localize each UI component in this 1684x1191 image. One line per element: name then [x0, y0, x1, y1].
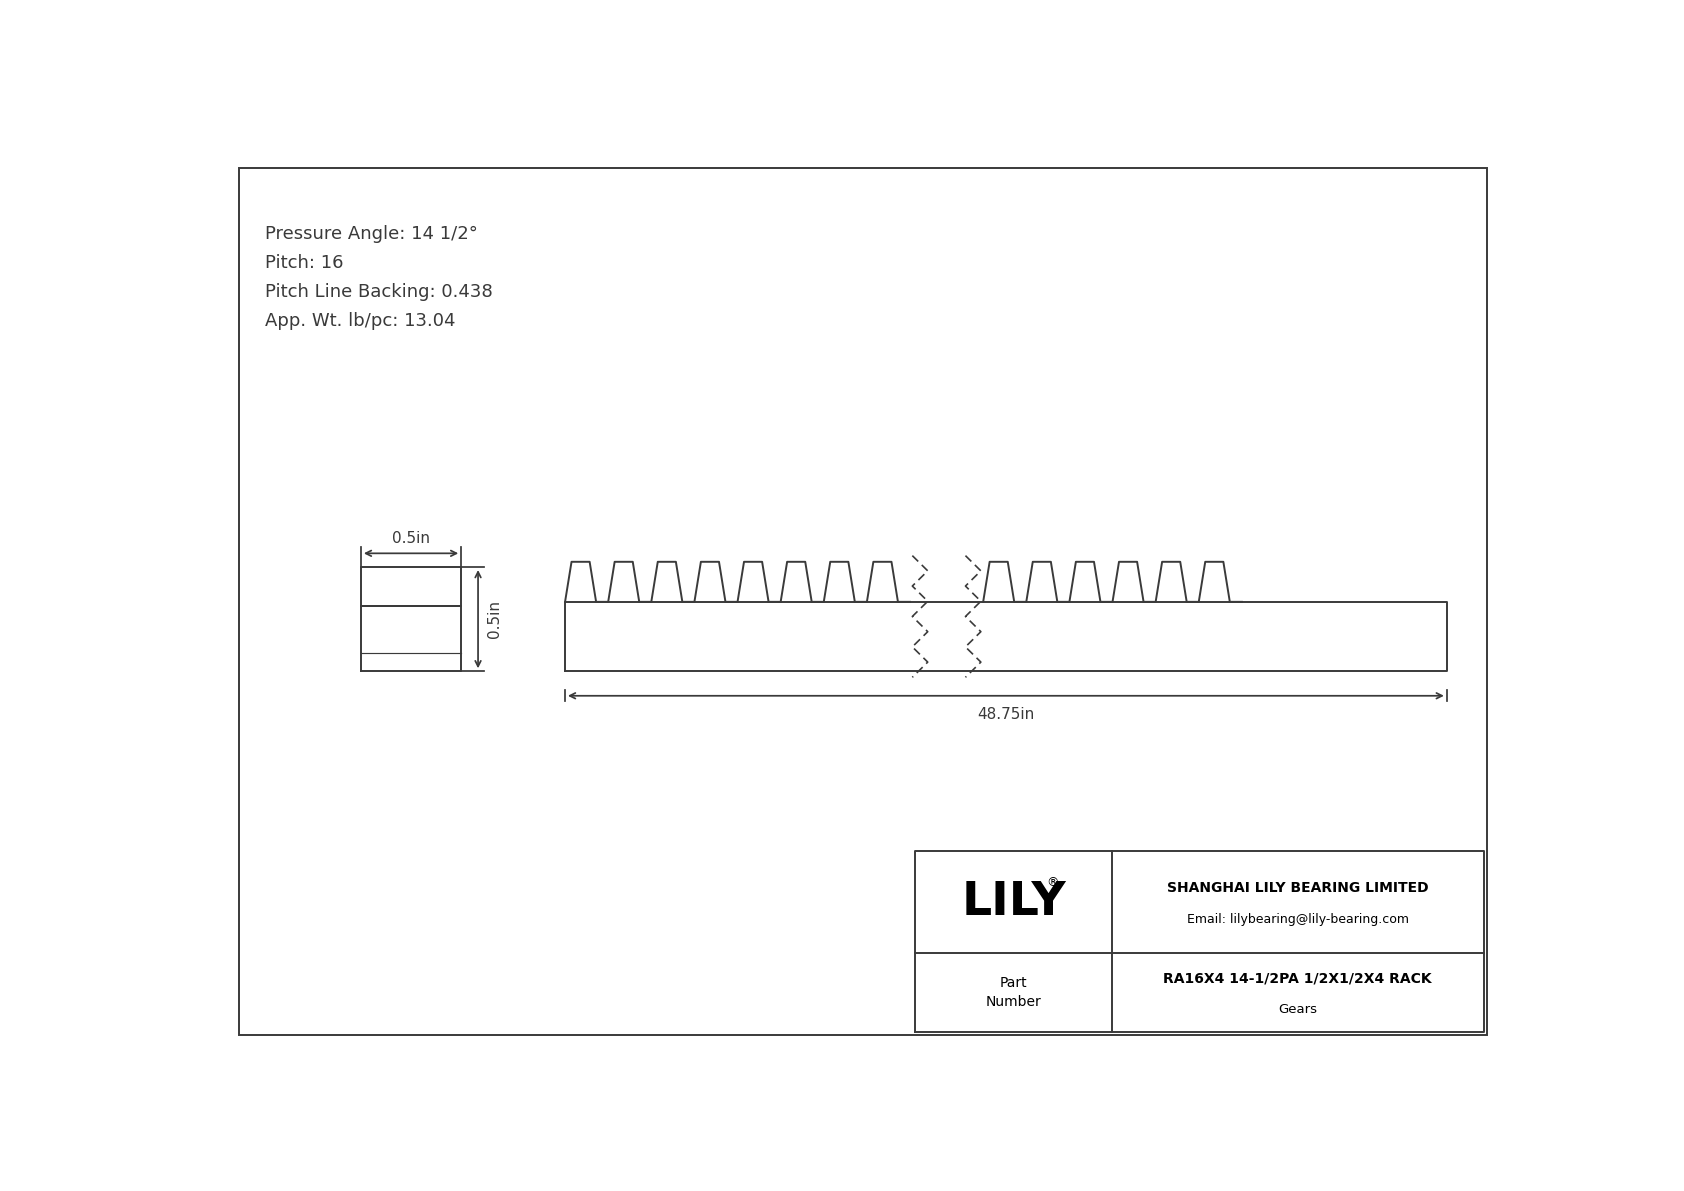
Text: Pitch Line Backing: 0.438: Pitch Line Backing: 0.438 — [264, 283, 492, 301]
Text: LILY: LILY — [962, 880, 1066, 924]
Text: 0.5in: 0.5in — [487, 600, 502, 638]
Text: SHANGHAI LILY BEARING LIMITED: SHANGHAI LILY BEARING LIMITED — [1167, 881, 1428, 896]
Text: 48.75in: 48.75in — [977, 706, 1034, 722]
Text: Email: lilybearing@lily-bearing.com: Email: lilybearing@lily-bearing.com — [1187, 912, 1410, 925]
Text: Gears: Gears — [1278, 1003, 1317, 1016]
Text: Pressure Angle: 14 1/2°: Pressure Angle: 14 1/2° — [264, 225, 478, 243]
Text: Part
Number: Part Number — [985, 975, 1041, 1009]
Text: Pitch: 16: Pitch: 16 — [264, 254, 344, 272]
Text: RA16X4 14-1/2PA 1/2X1/2X4 RACK: RA16X4 14-1/2PA 1/2X1/2X4 RACK — [1164, 972, 1431, 986]
Text: ®: ® — [1046, 875, 1058, 888]
Text: App. Wt. lb/pc: 13.04: App. Wt. lb/pc: 13.04 — [264, 312, 455, 330]
Text: 0.5in: 0.5in — [392, 531, 429, 545]
